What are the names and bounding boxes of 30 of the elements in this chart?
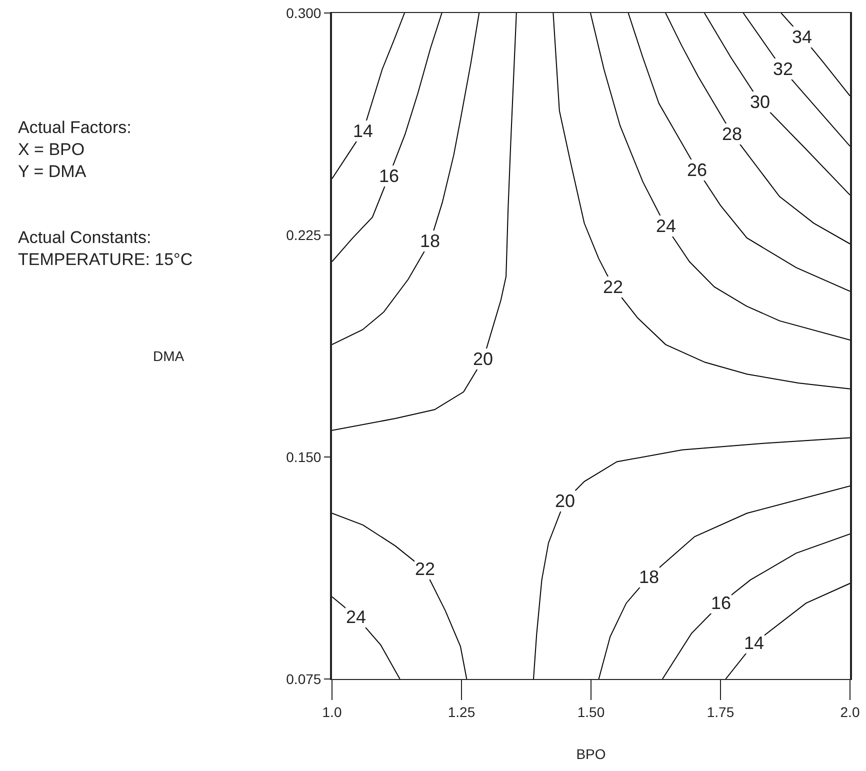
- series-label: 26: [687, 160, 708, 180]
- series-label: 22: [603, 277, 624, 297]
- text: Actual Factors: X = BPO Y = DMA: [18, 118, 132, 182]
- y-tick-label: 0.150: [286, 448, 322, 465]
- series-label: 24: [346, 607, 366, 627]
- series-label: 18: [420, 231, 440, 251]
- y-tick-label: 0.225: [286, 226, 322, 243]
- series-label: 28: [722, 124, 742, 144]
- x-tick-label: 2.0: [840, 704, 860, 720]
- text: DMA: [153, 348, 185, 364]
- y-tick-label: 0.075: [286, 670, 322, 687]
- series-label: 24: [656, 216, 676, 236]
- series-label: 16: [379, 166, 400, 186]
- x-tick-label: 1.25: [448, 704, 476, 720]
- series-label: 20: [555, 491, 576, 511]
- series-label: 20: [473, 349, 494, 369]
- series-label: 14: [744, 633, 764, 653]
- x-tick-label: 1.50: [577, 704, 605, 720]
- series-label: 22: [415, 559, 436, 579]
- series-label: 32: [773, 59, 794, 79]
- series-label: 14: [353, 121, 374, 141]
- y-tick-label: 0.300: [286, 4, 322, 21]
- series-label: 34: [792, 27, 812, 47]
- x-tick-label: 1.0: [322, 704, 342, 720]
- x-tick-label: 1.75: [706, 704, 734, 720]
- x-axis-title: BPO: [576, 746, 606, 762]
- series-label: 18: [639, 567, 660, 587]
- series-label: 30: [750, 92, 770, 112]
- text: Actual Constants: TEMPERATURE: 15°C: [18, 228, 193, 270]
- series-label: 16: [711, 593, 732, 613]
